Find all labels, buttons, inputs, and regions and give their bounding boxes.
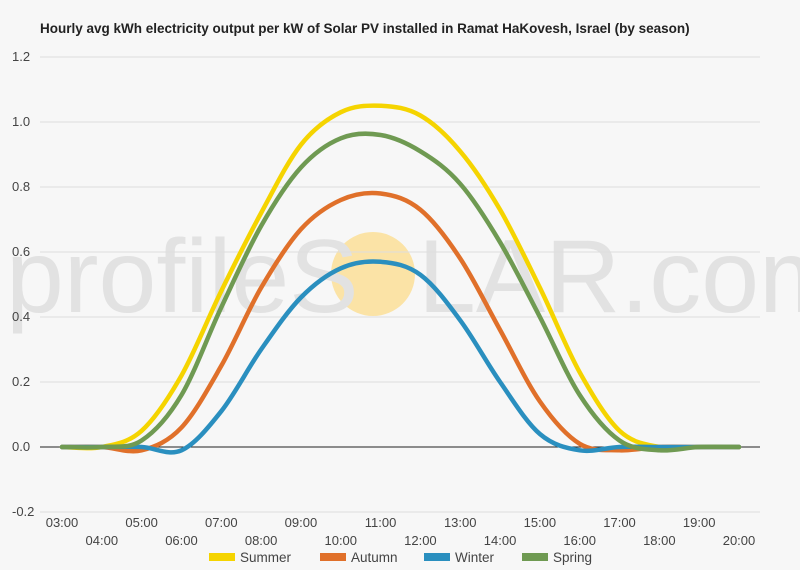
y-tick-label: 0.0: [12, 439, 30, 454]
x-tick-label: 04:00: [86, 533, 119, 548]
legend-swatch-autumn: [320, 553, 346, 561]
x-tick-label: 08:00: [245, 533, 278, 548]
series-line-winter: [59, 259, 742, 455]
legend-swatch-spring: [522, 553, 548, 561]
legend-label-spring: Spring: [553, 550, 592, 565]
y-tick-label: 1.2: [12, 49, 30, 64]
watermark: profileS LAR.com: [6, 219, 800, 335]
x-tick-label: 07:00: [205, 515, 238, 530]
gridlines: [40, 56, 760, 513]
x-tick-label: 05:00: [125, 515, 158, 530]
chart-title: Hourly avg kWh electricity output per kW…: [40, 21, 690, 36]
x-axis-ticks: 03:00 04:00 05:00 06:00 07:00 08:00 09:00 10:00…: [46, 515, 756, 548]
x-tick-label: 17:00: [603, 515, 636, 530]
x-tick-label: 16:00: [563, 533, 596, 548]
watermark-text-left: profileS: [6, 219, 359, 335]
x-tick-label: 20:00: [723, 533, 756, 548]
y-tick-label: 0.2: [12, 374, 30, 389]
x-tick-label: 13:00: [444, 515, 477, 530]
x-tick-label: 19:00: [683, 515, 716, 530]
legend-swatch-summer: [209, 553, 235, 561]
watermark-text-right: LAR.com: [418, 219, 800, 335]
x-tick-label: 03:00: [46, 515, 79, 530]
legend-swatch-winter: [424, 553, 450, 561]
y-tick-label: 1.0: [12, 114, 30, 129]
x-tick-label: 12:00: [404, 533, 437, 548]
y-axis-ticks: -0.2 0.0 0.2 0.4 0.6 0.8 1.0 1.2: [12, 49, 34, 519]
y-tick-label: -0.2: [12, 504, 34, 519]
x-tick-label: 18:00: [643, 533, 676, 548]
x-tick-label: 10:00: [324, 533, 357, 548]
legend-label-autumn: Autumn: [351, 550, 398, 565]
legend: Summer Autumn Winter Spring: [209, 550, 592, 565]
series-line-autumn: [59, 190, 742, 454]
x-tick-label: 06:00: [165, 533, 198, 548]
x-tick-label: 14:00: [484, 533, 517, 548]
y-tick-label: 0.4: [12, 309, 30, 324]
y-tick-label: 0.6: [12, 244, 30, 259]
series-line-spring: [59, 131, 742, 453]
legend-label-winter: Winter: [455, 550, 495, 565]
watermark-sun: [331, 232, 415, 316]
series-lines: [59, 103, 742, 455]
x-tick-label: 15:00: [524, 515, 557, 530]
y-tick-label: 0.8: [12, 179, 30, 194]
x-tick-label: 11:00: [365, 515, 397, 530]
series-line-summer: [59, 103, 742, 451]
legend-label-summer: Summer: [240, 550, 292, 565]
x-tick-label: 09:00: [285, 515, 318, 530]
